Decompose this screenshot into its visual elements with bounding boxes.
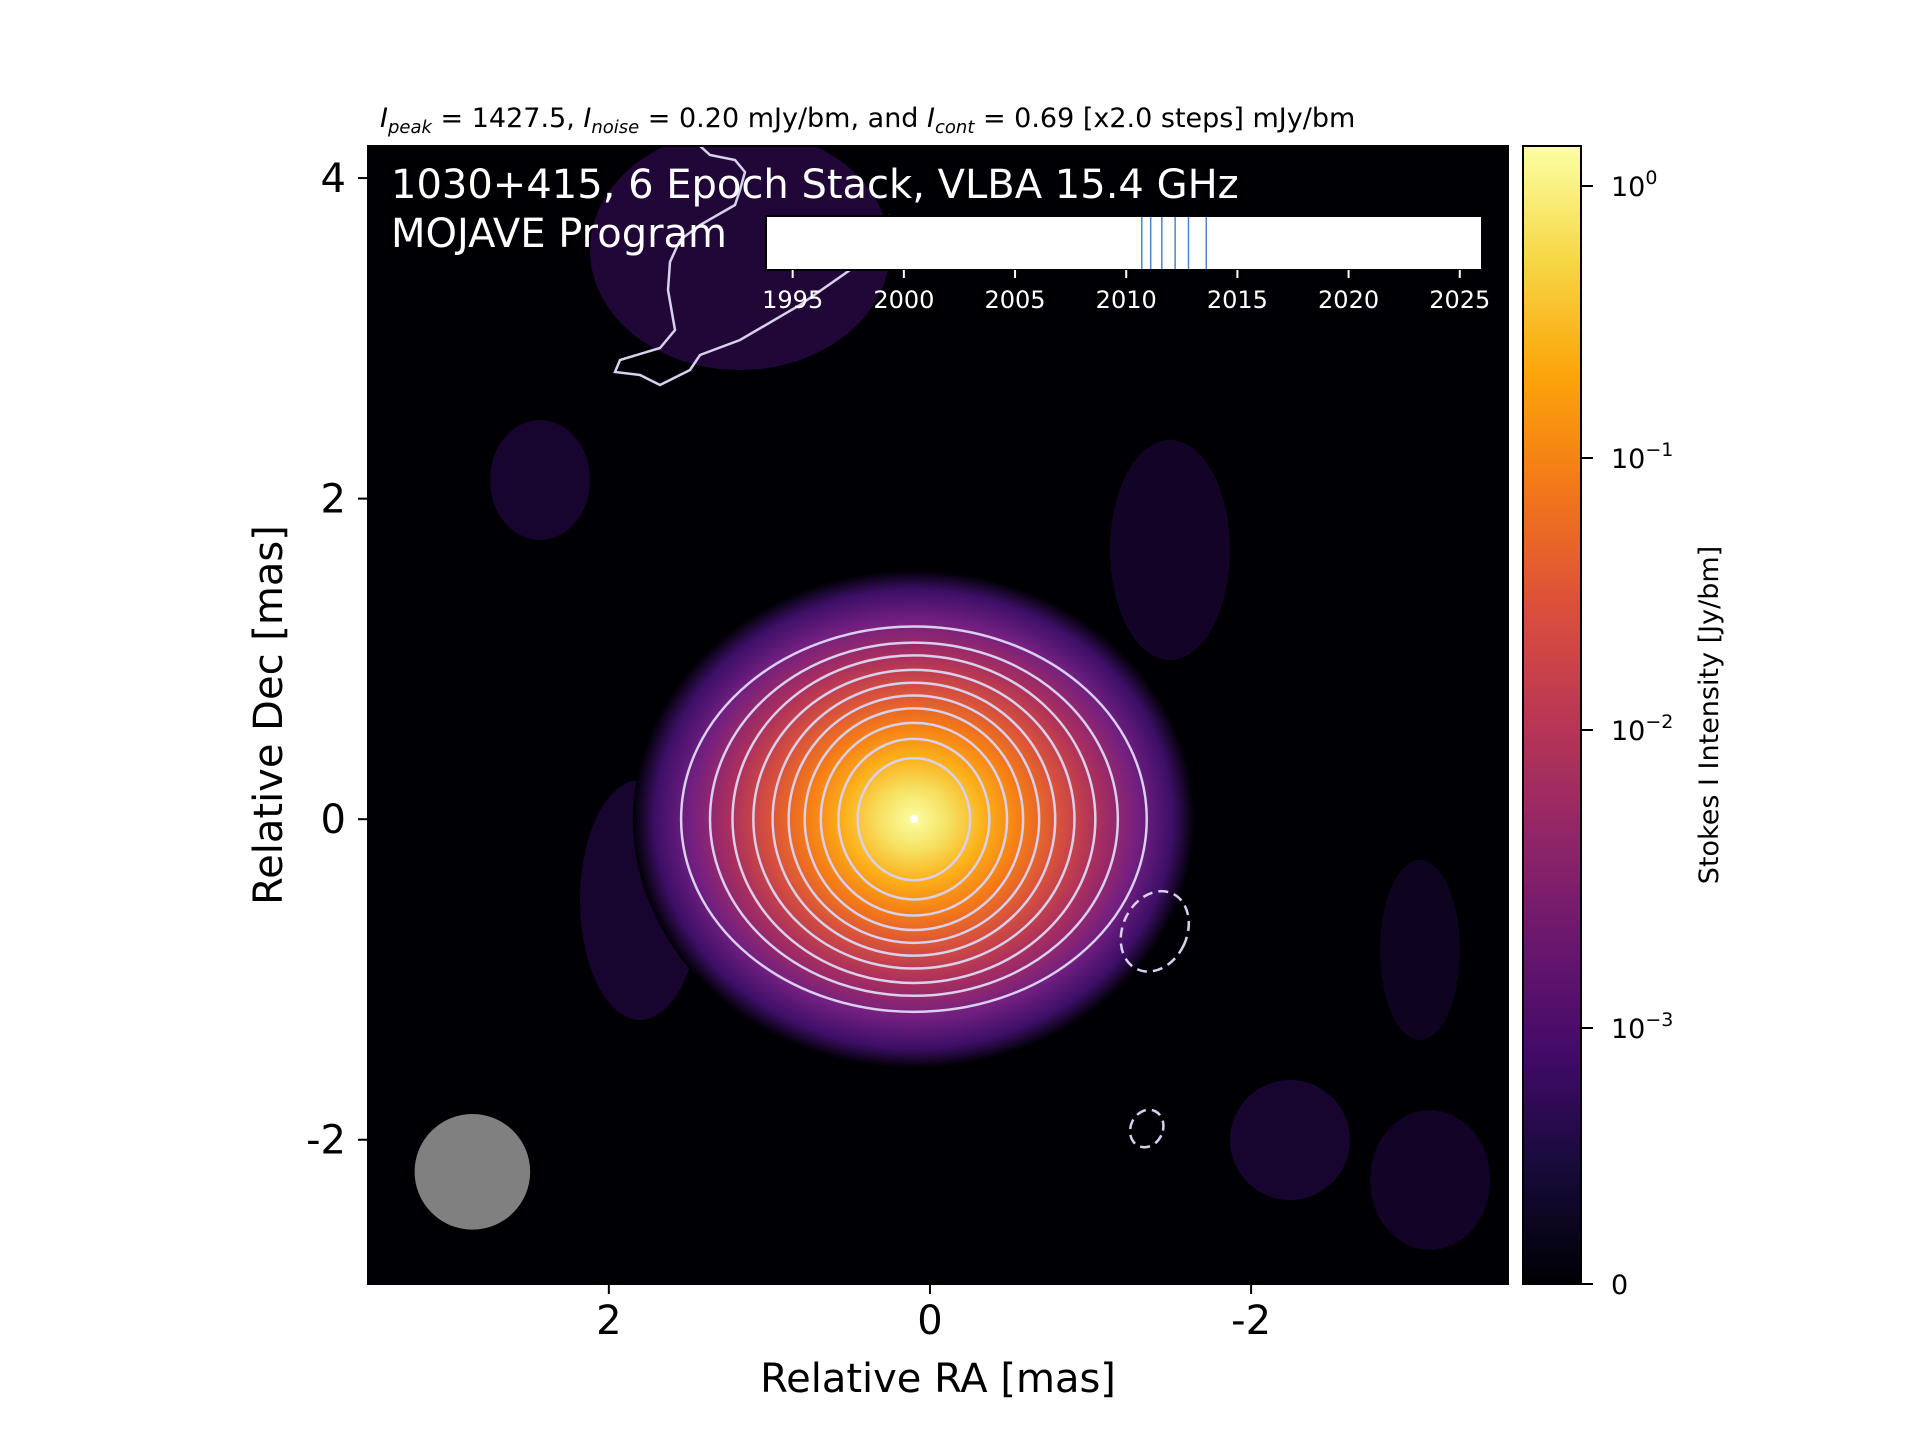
emission-patch	[1110, 440, 1230, 660]
emission-patch	[1370, 1110, 1490, 1250]
contour-level	[731, 654, 1097, 985]
y-tick-label: 0	[321, 797, 346, 843]
contour-level	[803, 707, 1025, 932]
noise-value: = 0.20 mJy/bm, and	[639, 103, 927, 134]
emission-patch	[490, 420, 590, 540]
cont-label: I	[927, 103, 935, 134]
emission-patch	[1380, 860, 1460, 1040]
noise-label: I	[583, 103, 591, 134]
timeline-tick-label: 2005	[985, 286, 1046, 314]
colorbar-tick-exponent: 0	[1645, 167, 1657, 189]
peak-marker	[909, 815, 918, 824]
colorbar-tick-base: 10	[1611, 172, 1645, 203]
y-tick-label: 4	[321, 156, 346, 202]
contour-level	[771, 681, 1057, 957]
cont-sub: cont	[935, 117, 975, 138]
negative-contour	[1128, 1108, 1165, 1149]
y-tick-label: -2	[306, 1118, 346, 1164]
peak-value: = 1427.5,	[432, 103, 583, 134]
colorbar-tick-exponent: −2	[1645, 711, 1673, 733]
colorbar-fill	[1522, 145, 1582, 1285]
contour-level	[819, 721, 1009, 917]
x-axis-label: Relative RA [mas]	[760, 1356, 1116, 1402]
faint-contour-north	[613, 146, 892, 387]
peak-label: I	[380, 103, 388, 134]
contour-level	[837, 737, 991, 901]
colorbar-tick-exponent: −3	[1645, 1009, 1673, 1031]
contour-level	[856, 756, 972, 882]
timeline-tick-label: 1995	[762, 286, 823, 314]
emission-patch	[590, 146, 890, 370]
image-frame	[367, 145, 1509, 1285]
timeline-tick-label: 2000	[873, 286, 934, 314]
contour-level	[679, 625, 1148, 1014]
colorbar-tick-label: 100	[1611, 167, 1657, 203]
timeline-tick-label: 2010	[1096, 286, 1157, 314]
colorbar-tick-label: 0	[1611, 1270, 1628, 1301]
contours	[679, 625, 1191, 1149]
colorbar-tick-exponent: −1	[1645, 439, 1673, 461]
timeline-tick-label: 2020	[1318, 286, 1379, 314]
peak-sub: peak	[387, 117, 434, 138]
plot-header: Ipeak = 1427.5, Inoise = 0.20 mJy/bm, an…	[380, 103, 1355, 138]
faint-emission	[490, 146, 1490, 1250]
colorbar-tick-label: 10−1	[1611, 439, 1673, 475]
x-tick-label: -2	[1231, 1298, 1271, 1344]
contour-level	[708, 641, 1120, 998]
noise-sub: noise	[591, 117, 639, 138]
program-title: MOJAVE Program	[391, 211, 727, 257]
timeline-ticks: 1995 2000 2005 2010 2015 2020 2025	[762, 270, 1490, 314]
timeline-tick-label: 2015	[1207, 286, 1268, 314]
colorbar-label: Stokes I Intensity [Jy/bm]	[1694, 546, 1725, 884]
colorbar-tick-label: 10−3	[1611, 1009, 1673, 1045]
colorbar-tick-base: 10	[1611, 444, 1645, 475]
colorbar-tick-base: 10	[1611, 1014, 1645, 1045]
source-title: 1030+415, 6 Epoch Stack, VLBA 15.4 GHz	[391, 162, 1239, 208]
y-axis: 4 2 0 -2	[306, 156, 368, 1164]
x-tick-label: 0	[917, 1298, 942, 1344]
y-tick-label: 2	[321, 477, 346, 523]
emission-patch	[1230, 1080, 1350, 1200]
beam-ellipse	[414, 1114, 531, 1230]
cont-value: = 0.69 [x2.0 steps] mJy/bm	[974, 103, 1355, 134]
x-axis: 2 0 -2	[596, 1284, 1271, 1344]
contour-level	[752, 668, 1076, 970]
image-panel	[368, 146, 1508, 1284]
x-tick-label: 2	[596, 1298, 621, 1344]
y-axis-label: Relative Dec [mas]	[246, 525, 292, 905]
colorbar-tick-base: 10	[1611, 716, 1645, 747]
timeline-tick-label: 2025	[1429, 286, 1490, 314]
epoch-timeline: 1995 2000 2005 2010 2015 2020 2025	[762, 215, 1490, 314]
contour-level	[787, 694, 1041, 945]
negative-contour	[1119, 889, 1191, 973]
colorbar-tick-label: 10−2	[1611, 711, 1673, 747]
epoch-markers	[1141, 217, 1208, 269]
timeline-box	[765, 215, 1483, 271]
